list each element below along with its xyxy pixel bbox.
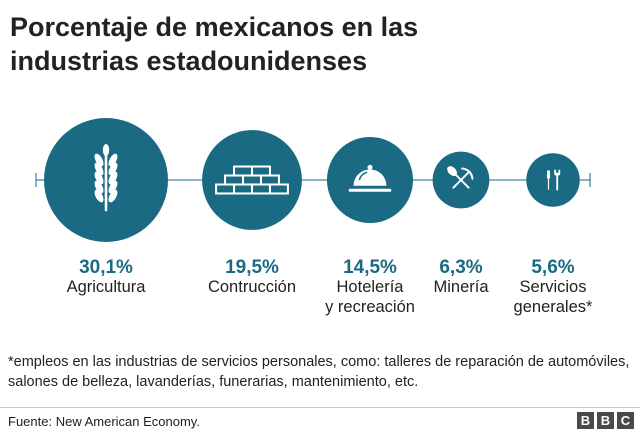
wheat-icon [94,144,118,212]
chart-title: Porcentaje de mexicanos en las industria… [10,10,630,78]
source-text: Fuente: New American Economy. [8,414,200,429]
value-label: 6,3% [439,257,482,278]
shovel-pickaxe-icon [447,166,474,189]
bbc-logo-letter: B [597,412,614,429]
bbc-logo: B B C [577,412,634,429]
category-label: Minería [433,278,489,296]
value-label: 30,1% [79,257,133,278]
bubble-chart: 30,1%Agricultura 19,5%Contrucción 14,5%Hot… [35,118,593,316]
cloche-icon [348,164,392,192]
bubble [526,153,580,207]
value-label: 14,5% [343,257,397,278]
category-label: Hotelería [337,278,405,296]
screwdriver-wrench-icon [546,169,561,191]
category-label: Contrucción [208,278,296,296]
category-label: y recreación [325,298,415,316]
value-label: 19,5% [225,257,279,278]
title-line-2: industrias estadounidenses [10,46,368,76]
footer-divider [0,407,640,408]
bbc-logo-letter: C [617,412,634,429]
title-line-1: Porcentaje de mexicanos en las [10,12,419,42]
bbc-logo-letter: B [577,412,594,429]
category-label: Agricultura [67,278,147,296]
footnote: *empleos en las industrias de servicios … [8,354,630,390]
category-label: Servicios [520,278,587,296]
value-label: 5,6% [531,257,574,278]
category-label: generales* [514,298,593,316]
bricks-icon [215,165,289,195]
bubble [202,130,302,230]
